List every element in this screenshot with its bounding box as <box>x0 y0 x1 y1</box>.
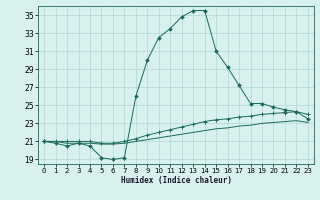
X-axis label: Humidex (Indice chaleur): Humidex (Indice chaleur) <box>121 176 231 185</box>
